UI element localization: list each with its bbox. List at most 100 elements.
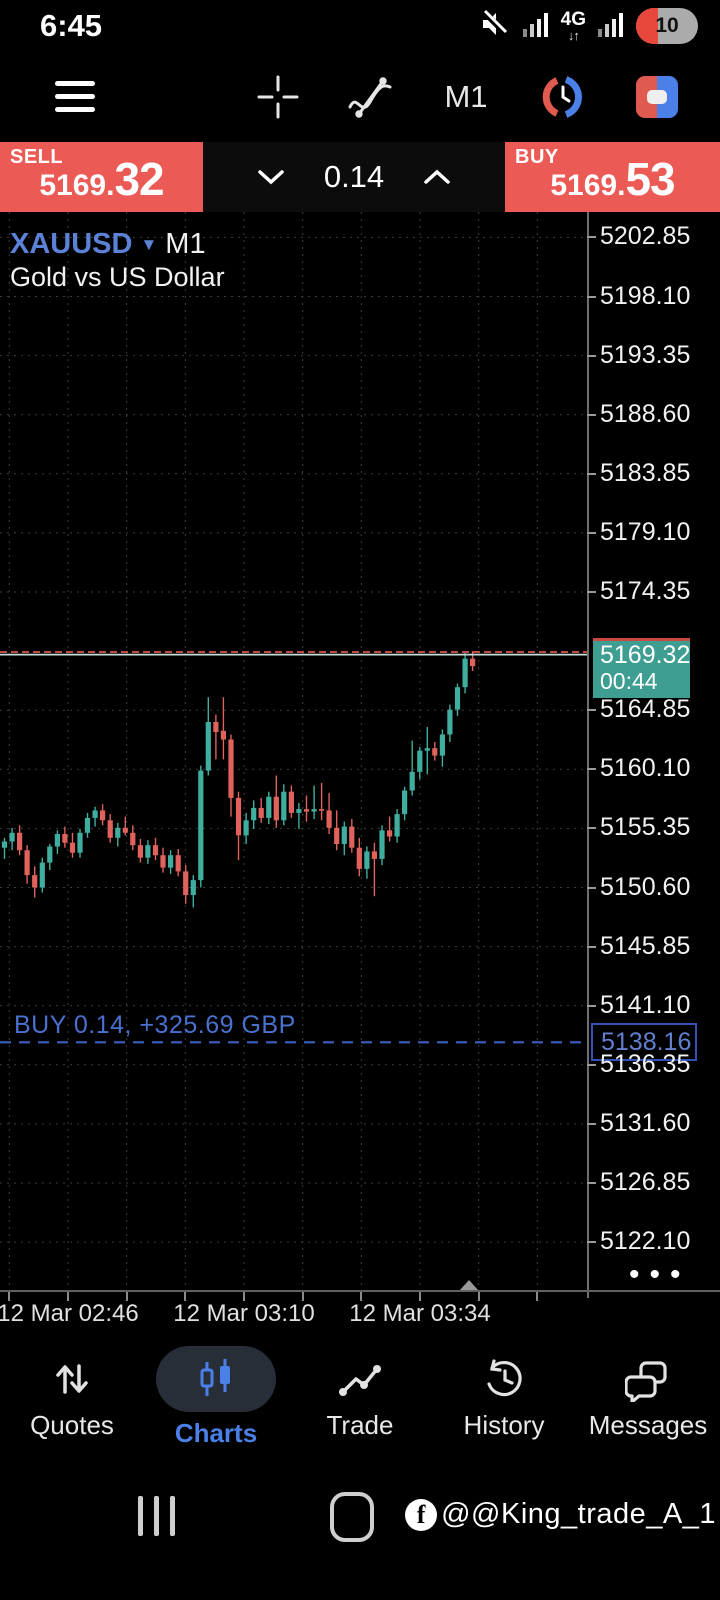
time-tick [477, 1292, 480, 1301]
charts-icon [191, 1354, 241, 1404]
crosshair-button[interactable] [255, 74, 301, 120]
price-tick [587, 709, 596, 712]
sell-price: 5169. 32 [39, 153, 164, 205]
price-tick [587, 354, 596, 357]
time-tick [536, 1292, 539, 1301]
chart-toolbar: M1 [0, 52, 720, 142]
nav-history-label: History [463, 1410, 545, 1440]
price-tick-label: 5126.85 [600, 1168, 691, 1196]
price-tick-label: 5141.10 [600, 990, 691, 1019]
price-tick-label: 5136.35 [600, 1049, 691, 1078]
symbol-selector[interactable]: XAUUSD ▼ M1 [10, 228, 206, 261]
battery-percent: 10 [655, 14, 679, 37]
price-tick [587, 1063, 596, 1066]
price-tick [587, 295, 596, 298]
watermark: f @@King_trade_A_1 [405, 1498, 716, 1531]
time-tick [301, 1292, 304, 1301]
volume-stepper: 0.14 [203, 142, 505, 212]
position-price-badge: 5138.16 [591, 1023, 697, 1062]
indicators-button[interactable] [345, 74, 395, 120]
candlestick-chart[interactable]: XAUUSD ▼ M1 Gold vs US Dollar BUY 0.14, … [0, 212, 587, 1290]
quotes-icon [47, 1354, 97, 1404]
nav-charts[interactable]: Charts [144, 1346, 288, 1466]
nav-quotes[interactable]: Quotes [0, 1346, 144, 1466]
clock-text: 6:45 [40, 8, 103, 43]
chart-canvas[interactable] [0, 212, 587, 1290]
price-tick [587, 827, 596, 830]
messages-icon [623, 1354, 673, 1404]
chevron-down-icon: ▼ [140, 234, 158, 254]
price-tick [587, 472, 596, 475]
nav-messages[interactable]: Messages [576, 1346, 720, 1466]
overflow-dots: ••• [629, 1258, 691, 1292]
price-tick [587, 236, 596, 239]
signal-bars-icon-2 [596, 9, 626, 44]
watermark-text: @@King_trade_A_1 [441, 1498, 716, 1530]
time-axis[interactable]: 12 Mar 02:46 12 Mar 03:10 12 Mar 03:34 [0, 1290, 720, 1334]
price-tick-label: 5198.10 [600, 281, 691, 310]
price-tick-label: 5179.10 [600, 517, 691, 546]
sell-button[interactable]: SELL 5169. 32 [0, 142, 203, 212]
time-tick [243, 1292, 245, 1301]
time-tick [67, 1292, 69, 1301]
price-tick [587, 1004, 596, 1007]
price-tick-label: 5131.60 [600, 1108, 691, 1137]
timeframe-button[interactable]: M1 [444, 79, 488, 114]
nav-charts-label: Charts [174, 1418, 258, 1448]
buy-button[interactable]: BUY 5169. 53 [505, 142, 720, 212]
symbol-name: XAUUSD [10, 228, 133, 260]
price-tick-label: 5155.35 [600, 813, 691, 842]
price-tick [587, 413, 596, 416]
history-icon [479, 1354, 529, 1404]
price-tick [587, 768, 596, 771]
volume-value[interactable]: 0.14 [323, 159, 385, 194]
price-tick-label: 5174.35 [600, 577, 691, 605]
time-tick [8, 1292, 11, 1301]
nav-history[interactable]: History [432, 1346, 576, 1466]
time-tick [125, 1292, 128, 1301]
volume-decrease-button[interactable] [249, 155, 293, 199]
price-axis[interactable]: 5169.32 00:44 5138.16 ••• 5202.85 5198.10… [587, 212, 720, 1298]
price-tick [587, 886, 596, 889]
open-position-label: BUY 0.14, +325.69 GBP [14, 1011, 296, 1040]
chart-scroll-marker [460, 1280, 478, 1290]
price-tick-label: 5193.35 [600, 340, 691, 369]
home-button[interactable] [330, 1492, 374, 1542]
symbol-description: Gold vs US Dollar [10, 262, 225, 292]
recent-apps-button[interactable] [138, 1496, 175, 1536]
price-tick-label: 5150.60 [600, 872, 691, 901]
battery-icon: 10 [636, 8, 698, 44]
menu-button[interactable] [53, 79, 97, 115]
android-navigation-bar: f @@King_trade_A_1 [0, 1466, 720, 1600]
network-4g-icon: 4G ↓↑ [560, 9, 586, 43]
signal-bars-icon [521, 9, 551, 44]
time-axis-label: 12 Mar 02:46 [0, 1300, 139, 1327]
facebook-icon: f [405, 1498, 438, 1531]
ask-line-strip [593, 637, 690, 641]
price-tick [587, 591, 596, 593]
one-click-trading-panel: SELL 5169. 32 0.14 BUY 5169. 53 [0, 142, 720, 212]
sell-label: SELL [10, 146, 64, 168]
nav-messages-label: Messages [588, 1410, 708, 1440]
objects-button[interactable] [539, 73, 587, 121]
price-tick-label: 5145.85 [600, 931, 691, 960]
bar-countdown: 00:44 [600, 668, 658, 695]
trade-panel-button[interactable] [633, 73, 681, 121]
price-tick [587, 945, 596, 948]
price-tick [587, 1182, 596, 1184]
buy-label: BUY [515, 146, 559, 168]
status-bar: 6:45 4G ↓↑ 10 [0, 0, 720, 52]
active-tab-pill [156, 1346, 276, 1412]
time-tick [360, 1292, 363, 1301]
time-axis-label: 12 Mar 03:10 [173, 1300, 315, 1327]
price-tick-label: 5183.85 [600, 458, 691, 487]
buy-price: 5169. 53 [550, 153, 675, 205]
volume-increase-button[interactable] [415, 155, 459, 199]
price-tick-label: 5202.85 [600, 222, 691, 251]
price-tick [587, 1241, 596, 1244]
price-tick [587, 1122, 596, 1125]
price-tick-label: 5164.85 [600, 695, 691, 724]
mute-icon [477, 7, 511, 46]
status-icons: 4G ↓↑ 10 [477, 6, 698, 46]
nav-trade[interactable]: Trade [288, 1346, 432, 1466]
